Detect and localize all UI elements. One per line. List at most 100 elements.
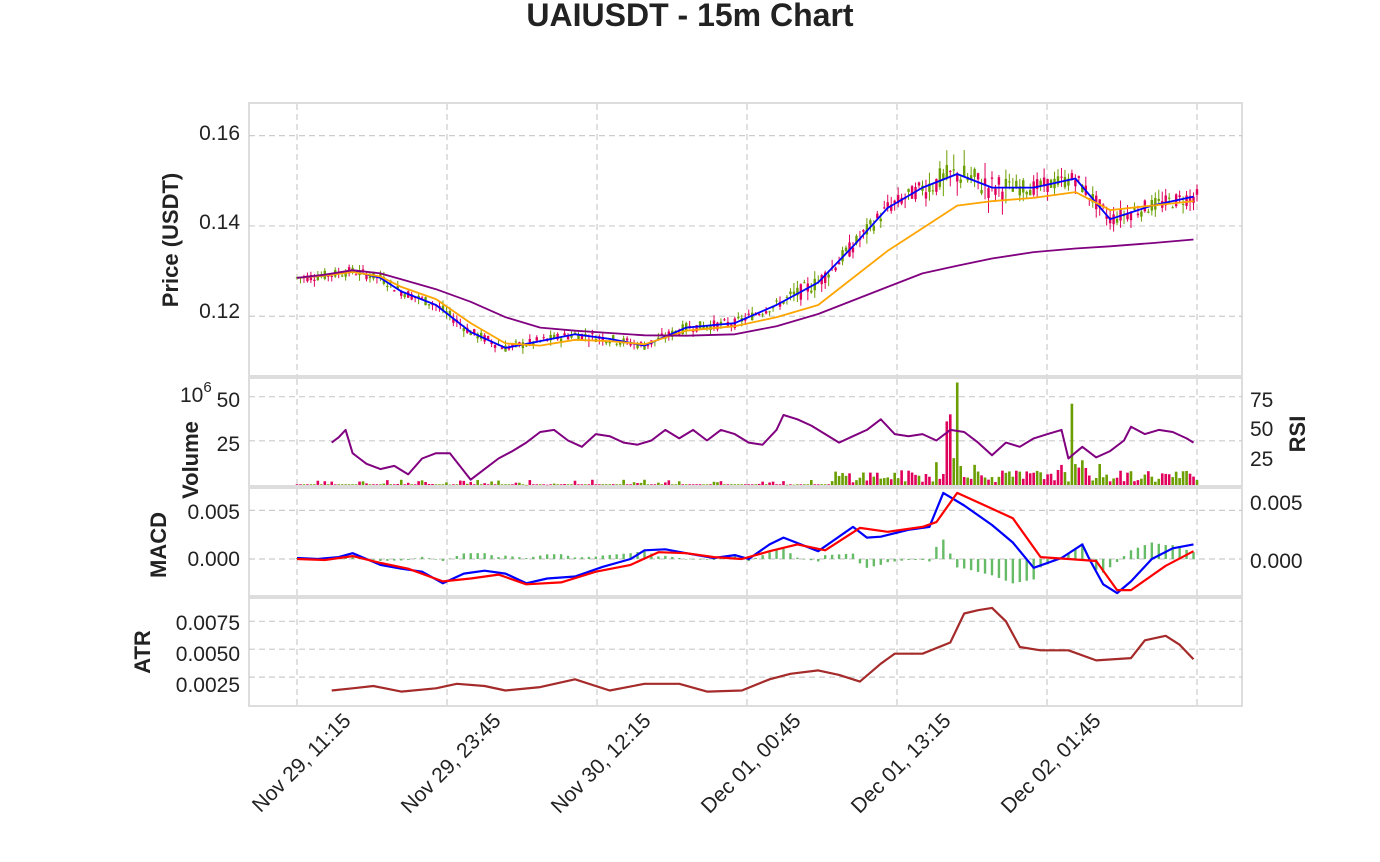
candle-body [486, 336, 490, 340]
macd-histogram-bar [900, 559, 903, 561]
candle-body [580, 334, 584, 340]
x-tick-5: Dec 02, 01:45 [997, 709, 1106, 818]
volume-bar [879, 478, 883, 485]
volume-bar [684, 484, 688, 485]
macd-histogram-bar [691, 559, 695, 560]
volume-bar [302, 484, 306, 485]
candle-body [747, 313, 750, 315]
volume-bar [1167, 474, 1171, 485]
volume-bar [764, 484, 768, 485]
volume-bar [886, 477, 890, 485]
macd-histogram-bar [865, 559, 869, 568]
macd-histogram-bar [851, 553, 855, 560]
macd-histogram-bar [1129, 550, 1133, 560]
candle-body [712, 320, 716, 327]
volume-bar [629, 484, 632, 485]
volume-bar [948, 414, 952, 485]
volume-bar [792, 484, 796, 486]
rsi-tick-1: 50 [1250, 418, 1273, 441]
candle-body [709, 324, 712, 330]
candle-body [1185, 195, 1188, 206]
candle-body [1063, 176, 1067, 188]
volume-bar [973, 464, 976, 485]
price-tick-2: 0.16 [199, 122, 240, 145]
moving-average-line-1 [296, 191, 1194, 347]
volume-bar [931, 481, 935, 485]
volume-bar [1081, 460, 1084, 485]
volume-bar [563, 483, 566, 485]
volume-bar [664, 482, 667, 485]
macd-histogram-bar [796, 557, 799, 560]
volume-bar [945, 421, 949, 485]
moving-average-line-0 [296, 173, 1194, 349]
candle-body [705, 325, 709, 329]
candle-body [1098, 199, 1101, 208]
candle-body [591, 333, 594, 335]
candle-body [427, 304, 431, 306]
macd-histogram-bar [420, 556, 424, 560]
candle-body [403, 294, 406, 298]
volume-bar [476, 480, 479, 485]
volume-bar [709, 484, 712, 485]
chart-title: UAIUSDT - 15m Chart [526, 0, 854, 33]
volume-bar [344, 484, 347, 485]
volume-bar [1115, 477, 1119, 485]
volume-bar [775, 484, 778, 485]
volume-bar [299, 484, 302, 485]
volume-bar [622, 479, 625, 485]
macd-histogram-bar [1136, 547, 1140, 560]
macd-histogram-bar [448, 558, 452, 560]
volume-bar [730, 484, 733, 485]
volume-bar [511, 484, 514, 485]
macd-histogram-bar [393, 559, 396, 561]
volume-bar [604, 484, 608, 485]
candle-body [719, 321, 723, 325]
candle-body [834, 267, 837, 271]
macd-histogram-bar [413, 558, 417, 560]
macd-histogram-bar [921, 559, 924, 560]
volume-bar [869, 472, 872, 485]
volume-bar [719, 481, 723, 485]
macd-histogram-bar [1081, 543, 1084, 560]
volume-tick-0: 25 [217, 433, 240, 456]
signal-line [296, 491, 1195, 592]
macd-histogram-bar [594, 556, 598, 560]
volume-bar [820, 484, 824, 485]
volume-bar [1140, 478, 1143, 485]
candle-body [893, 200, 896, 204]
candle-body [1056, 176, 1060, 185]
atr-line [331, 606, 1195, 693]
candle-body [698, 321, 702, 329]
macd-histogram-bar [789, 553, 792, 560]
candle-body [636, 344, 639, 349]
macd-histogram-bar [935, 546, 938, 560]
macd-histogram-bar [427, 558, 431, 560]
volume-bar [1129, 471, 1133, 485]
x-tick-3: Dec 01, 00:45 [697, 709, 806, 818]
volume-bar [438, 484, 441, 485]
volume-bar [1032, 472, 1035, 485]
volume-bar [358, 481, 361, 485]
candle-body [973, 168, 976, 177]
candle-body [730, 324, 733, 326]
macd-histogram-bar [532, 556, 535, 560]
volume-bar [806, 484, 810, 485]
macd-histogram-bar [837, 554, 841, 560]
volume-bar [757, 483, 761, 485]
candle-body [1192, 196, 1195, 203]
atr-tick-2: 0.0075 [176, 612, 240, 635]
macd-histogram-bar [712, 559, 716, 560]
volume-bar [813, 484, 817, 485]
volume-bar [733, 484, 737, 485]
macd-right-tick-0: 0.000 [1250, 550, 1303, 573]
macd-histogram-bar [907, 559, 910, 560]
macd-histogram-bar [615, 554, 618, 560]
candle-body [1074, 179, 1077, 187]
macd-histogram-bar [1157, 543, 1160, 560]
candle-body [994, 188, 997, 195]
macd-histogram-bar [483, 553, 486, 560]
volume-tick-1: 50 [217, 389, 240, 412]
candle-body [410, 294, 413, 300]
macd-histogram-bar [1192, 552, 1195, 560]
